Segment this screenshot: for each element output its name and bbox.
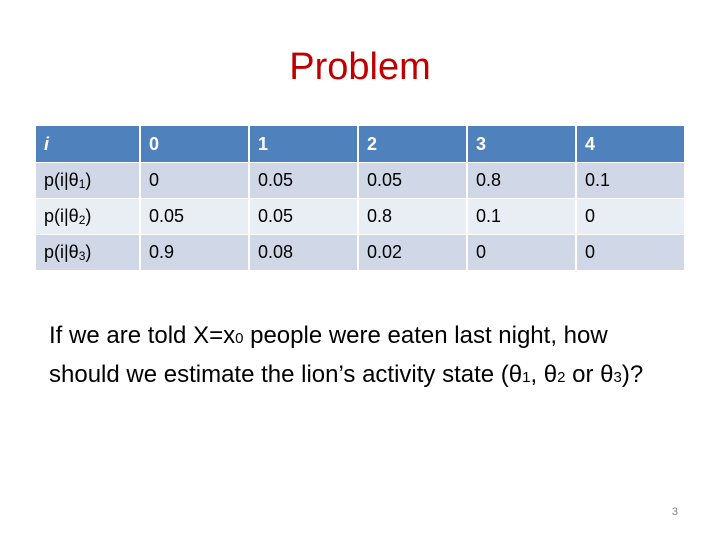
row-label: p(i|θ2)	[36, 198, 141, 235]
row-label-subscript: 2	[78, 213, 86, 227]
table-row: p(i|θ1) 0 0.05 0.05 0.8 0.1	[36, 162, 684, 199]
question-part: or θ	[565, 361, 614, 388]
table-cell: 0.1	[576, 162, 684, 199]
table-row: p(i|θ3) 0.9 0.08 0.02 0 0	[36, 234, 684, 271]
question-text: If we are told X=x0 people were eaten la…	[49, 318, 669, 396]
table-cell: 0.05	[358, 162, 468, 199]
row-label-subscript: 3	[78, 249, 86, 263]
row-label: p(i|θ3)	[36, 234, 141, 271]
row-label-suffix: )	[85, 206, 92, 226]
table-cell: 0.02	[358, 234, 468, 271]
table-cell: 0.05	[249, 198, 359, 235]
row-label-suffix: )	[85, 242, 92, 262]
table-cell: 0.8	[358, 198, 468, 235]
row-label: p(i|θ1)	[36, 162, 141, 199]
question-subscript: 1	[522, 369, 531, 386]
table-cell: 0.1	[467, 198, 577, 235]
header-cell-3: 3	[467, 126, 577, 163]
table-row: p(i|θ2) 0.05 0.05 0.8 0.1 0	[36, 198, 684, 235]
table-cell: 0	[467, 234, 577, 271]
header-cell-i: i	[36, 126, 141, 163]
question-part: If we are told X=x	[49, 322, 236, 349]
table-cell: 0.8	[467, 162, 577, 199]
question-part: , θ	[530, 361, 558, 388]
question-subscript: 0	[235, 330, 244, 347]
header-cell-0: 0	[140, 126, 250, 163]
header-cell-4: 4	[576, 126, 684, 163]
table-cell: 0	[576, 198, 684, 235]
header-cell-1: 1	[249, 126, 359, 163]
row-label-prefix: p(i|θ	[44, 242, 79, 262]
table-cell: 0.05	[140, 198, 250, 235]
page-number: 3	[671, 506, 678, 518]
row-label-suffix: )	[85, 170, 92, 190]
question-part: people were eaten last night, how should…	[49, 322, 608, 388]
table-cell: 0.05	[249, 162, 359, 199]
table-cell: 0.08	[249, 234, 359, 271]
probability-table: i 0 1 2 3 4 p(i|θ1) 0 0.05 0.05 0.8 0.1 …	[36, 126, 684, 271]
row-label-subscript: 1	[78, 177, 86, 191]
table-cell: 0	[140, 162, 250, 199]
row-label-prefix: p(i|θ	[44, 170, 79, 190]
table-cell: 0	[576, 234, 684, 271]
slide-title: Problem	[289, 46, 431, 88]
table-cell: 0.9	[140, 234, 250, 271]
question-subscript: 2	[557, 369, 566, 386]
table-header-row: i 0 1 2 3 4	[36, 126, 684, 163]
row-label-prefix: p(i|θ	[44, 206, 79, 226]
header-cell-2: 2	[358, 126, 468, 163]
question-subscript: 3	[613, 369, 622, 386]
question-part: )?	[621, 361, 644, 388]
